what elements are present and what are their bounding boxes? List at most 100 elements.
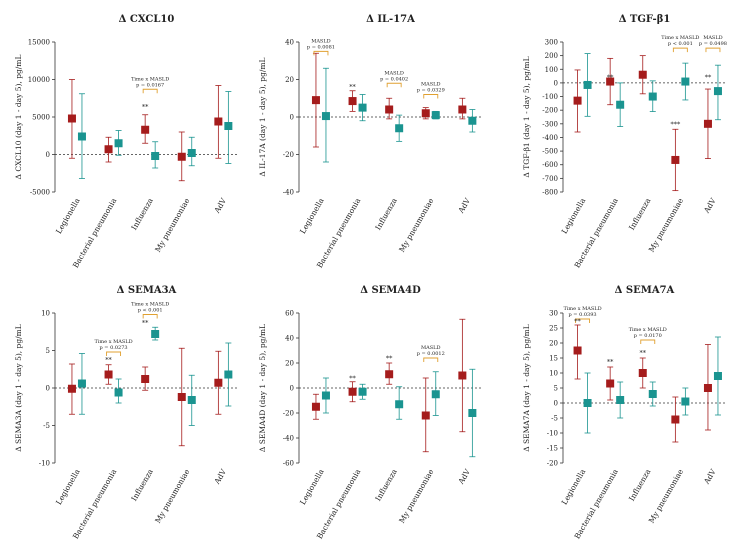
category-label: AdV: [212, 196, 228, 215]
significance-stars: **: [640, 349, 647, 357]
bracket-annotation: Time x MASLD: [131, 76, 169, 82]
data-point-marker: [177, 152, 186, 161]
y-tick-label: -40: [283, 435, 294, 443]
data-point-marker: [648, 92, 657, 101]
chart-title: Δ SEMA3A: [117, 285, 177, 296]
y-tick-label: -5: [43, 422, 50, 430]
y-tick-label: 30: [549, 310, 558, 318]
data-point-marker: [311, 402, 320, 411]
data-point-marker: [141, 375, 150, 383]
data-point-marker: [671, 155, 680, 164]
bracket-annotation: MASLD: [384, 70, 404, 76]
category-label: AdV: [702, 196, 718, 215]
data-point-marker: [214, 117, 223, 126]
category-label: Legionella: [54, 196, 82, 235]
significance-stars: **: [349, 83, 356, 91]
bracket-annotation: Time x MASLD: [131, 302, 169, 308]
data-point-marker: [468, 116, 477, 125]
y-axis-label: Δ SEMA7A (day 1 - day 5), pg/mL: [522, 324, 531, 452]
significance-bracket: [423, 357, 439, 362]
bracket-annotation: p = 0.0273: [100, 345, 128, 351]
chart-panel: Δ SEMA7A -20 -15 -10 -5 0 5 10 15 20 25 30 Δ SEMA7A …: [522, 285, 726, 541]
y-tick-label: 0: [46, 385, 50, 393]
data-point-marker: [713, 87, 722, 96]
data-point-marker: [187, 149, 196, 157]
chart-panel: Δ SEMA3A -10 -5 0 5 10 Δ SEMA3A (day 1 - day 5…: [14, 285, 238, 541]
y-tick-label: -20: [547, 460, 558, 468]
y-tick-label: 10: [41, 310, 50, 318]
data-point-marker: [67, 114, 76, 123]
significance-bracket: [386, 82, 402, 88]
bracket-annotation: p = 0.0170: [634, 333, 662, 339]
category-label: Influenza: [627, 467, 653, 503]
category-label: Legionella: [560, 467, 588, 506]
category-label: Legionella: [54, 467, 82, 506]
data-point-marker: [214, 378, 223, 387]
y-tick-label: 15000: [28, 39, 50, 47]
data-point-marker: [224, 370, 233, 379]
y-tick-label: 0: [46, 151, 50, 159]
data-point-marker: [431, 390, 440, 399]
category-label: My pneumoniae: [647, 196, 686, 254]
category-label: Legionella: [298, 467, 326, 506]
data-point-marker: [77, 132, 86, 141]
category-label: Legionella: [560, 196, 588, 235]
significance-bracket: [640, 339, 656, 344]
y-tick-label: -600: [542, 161, 558, 169]
significance-stars: **: [105, 356, 112, 364]
data-point-marker: [606, 379, 615, 388]
y-tick-label: -5000: [30, 189, 50, 197]
bracket-annotation: p = 0.0393: [569, 312, 597, 318]
y-tick-label: 40: [285, 335, 294, 343]
data-point-marker: [104, 370, 113, 379]
bracket-annotation: p < 0.001: [138, 308, 163, 314]
y-tick-label: -60: [283, 460, 294, 468]
y-axis-label: Δ SEMA4D (day 1 - day 5), pg/mL: [258, 324, 267, 452]
category-label: My pneumoniae: [397, 196, 436, 254]
data-point-marker: [114, 388, 123, 397]
y-tick-label: -10: [39, 460, 50, 468]
data-point-marker: [573, 346, 582, 355]
significance-bracket: [672, 47, 688, 53]
data-point-marker: [385, 105, 394, 114]
data-point-marker: [638, 369, 647, 377]
significance-bracket: [313, 50, 329, 56]
data-point-marker: [421, 109, 430, 118]
data-point-marker: [141, 125, 150, 134]
data-point-marker: [385, 370, 394, 379]
data-point-marker: [348, 97, 357, 106]
significance-stars: **: [607, 74, 614, 82]
y-axis-label: Δ CXCL10 (day 1 - day 5), pg/mL: [14, 55, 23, 180]
data-point-marker: [681, 77, 690, 86]
significance-bracket: [142, 314, 158, 319]
data-point-marker: [616, 396, 625, 404]
category-label: AdV: [212, 467, 228, 486]
significance-stars: ***: [670, 121, 681, 129]
chart-title: Δ SEMA4D: [360, 285, 421, 296]
category-label: My pneumoniae: [153, 467, 192, 525]
y-axis-label: Δ SEMA3A (day 1 - day 5), pg/mL: [14, 324, 23, 452]
significance-bracket: [142, 88, 158, 94]
y-tick-label: -20: [283, 151, 294, 159]
data-point-marker: [703, 384, 712, 392]
category-label: AdV: [456, 467, 472, 486]
y-tick-label: -300: [542, 120, 558, 128]
bracket-annotation: p < 0.001: [668, 41, 693, 47]
y-tick-label: -800: [542, 189, 558, 197]
data-point-marker: [468, 409, 477, 417]
bracket-annotation: MASLD: [421, 82, 441, 88]
bracket-annotation: Time x MASLD: [563, 306, 601, 312]
y-tick-label: 0: [554, 79, 558, 87]
y-axis-label: Δ TGF-β1 (day 1 - day 5), pg/mL: [522, 56, 531, 177]
significance-stars: **: [386, 355, 393, 363]
data-point-marker: [648, 390, 657, 398]
chart-title: Δ CXCL10: [119, 14, 175, 25]
data-point-marker: [311, 96, 320, 105]
category-label: My pneumoniae: [647, 467, 686, 525]
category-label: AdV: [456, 196, 472, 215]
chart-title: Δ SEMA7A: [615, 285, 675, 296]
data-point-marker: [616, 100, 625, 109]
data-point-marker: [431, 111, 440, 120]
category-label: AdV: [702, 467, 718, 486]
